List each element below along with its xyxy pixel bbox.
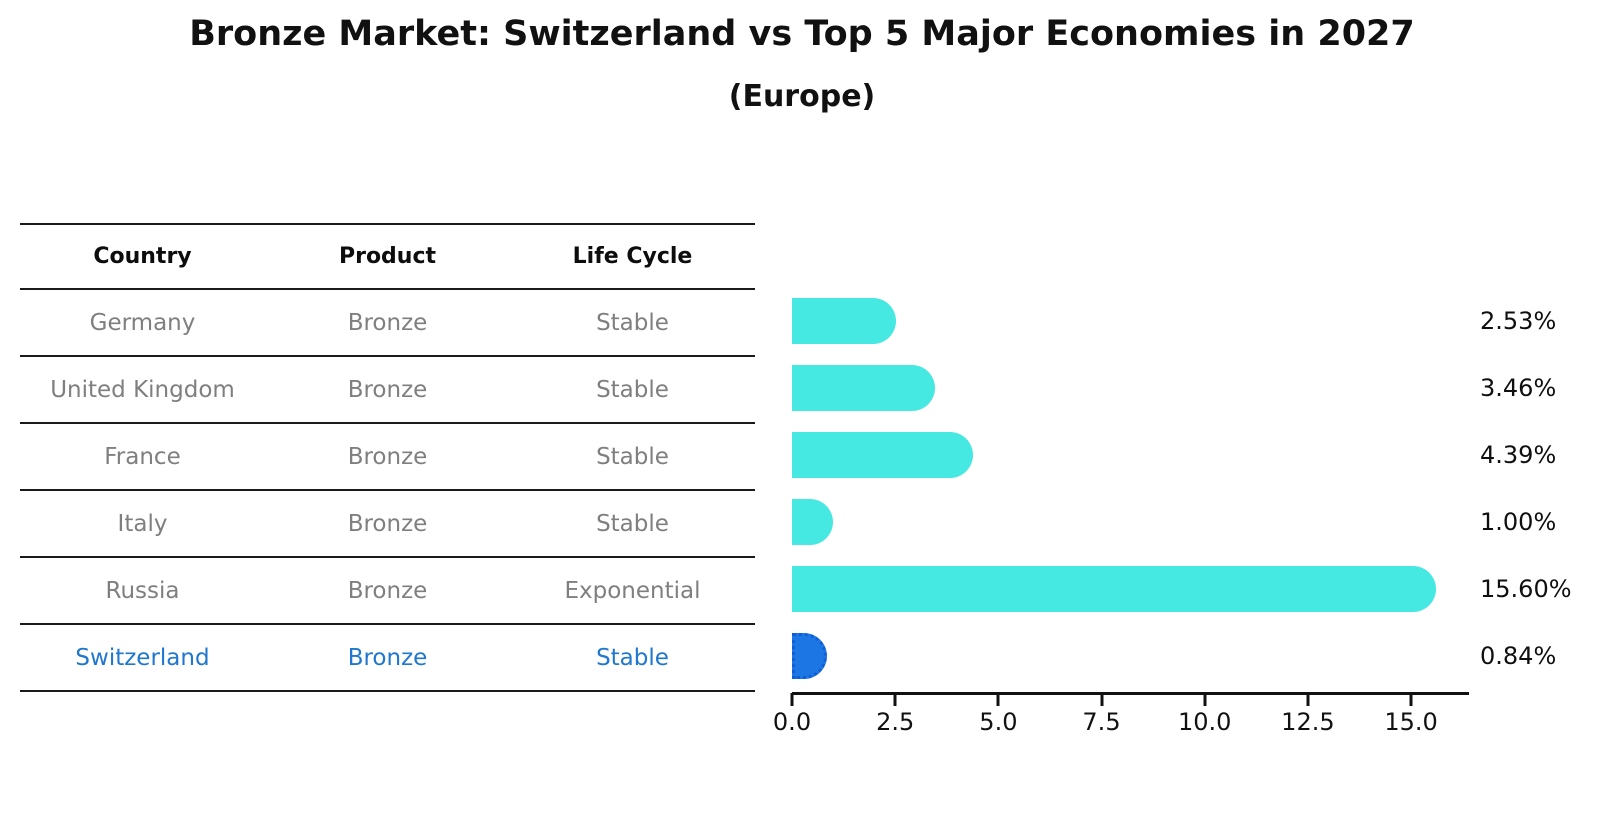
product-cell: Bronze [347, 577, 428, 604]
x-tick-1 [893, 693, 897, 706]
country-cell: France [104, 443, 181, 470]
chart-subtitle: (Europe) [728, 79, 876, 114]
life-cycle-cell: Exponential [564, 577, 701, 604]
bar-france [792, 431, 974, 478]
column-header-product: Product [338, 244, 437, 269]
x-tick-label-0: 0.0 [772, 708, 812, 736]
x-tick-label-1: 2.5 [876, 708, 915, 736]
bar-germany [792, 297, 897, 344]
country-table: Country Product Life Cycle Germany Bronz… [20, 223, 755, 692]
bar-italy [792, 498, 834, 545]
value-label-switzerland: 0.84% [1480, 641, 1557, 670]
value-label-france: 4.39% [1480, 440, 1557, 469]
country-cell: Germany [89, 309, 196, 336]
country-cell: United Kingdom [50, 376, 235, 403]
column-header-life-cycle: Life Cycle [572, 244, 693, 269]
x-tick-0 [790, 693, 794, 706]
table-row-russia: Russia Bronze Exponential [20, 558, 755, 625]
table-header-row: Country Product Life Cycle [20, 225, 755, 290]
product-cell: Bronze [347, 644, 428, 671]
country-cell: Italy [117, 510, 168, 537]
life-cycle-cell: Stable [596, 443, 669, 470]
product-cell: Bronze [347, 309, 428, 336]
bar-russia [792, 565, 1436, 612]
x-tick-2 [996, 693, 1000, 706]
life-cycle-cell: Stable [596, 376, 669, 403]
life-cycle-cell: Stable [596, 309, 669, 336]
column-header-country: Country [93, 244, 192, 269]
bar-united-kingdom [792, 364, 935, 411]
table-row-united-kingdom: United Kingdom Bronze Stable [20, 357, 755, 424]
value-label-russia: 15.60% [1480, 574, 1572, 603]
value-label-germany: 2.53% [1480, 306, 1557, 335]
x-tick-4 [1203, 693, 1207, 706]
x-tick-label-6: 15.0 [1384, 708, 1438, 736]
table-row-italy: Italy Bronze Stable [20, 491, 755, 558]
x-tick-label-4: 10.0 [1177, 708, 1232, 736]
x-tick-3 [1100, 693, 1103, 706]
x-tick-5 [1306, 693, 1310, 706]
chart-title: Bronze Market: Switzerland vs Top 5 Majo… [189, 14, 1415, 54]
product-cell: Bronze [347, 376, 428, 403]
country-cell: Switzerland [75, 644, 210, 671]
product-cell: Bronze [347, 443, 428, 470]
life-cycle-cell: Stable [596, 510, 669, 537]
table-row-france: France Bronze Stable [20, 424, 755, 491]
x-tick-label-3: 7.5 [1082, 708, 1121, 736]
x-tick-6 [1409, 693, 1413, 706]
country-cell: Russia [105, 577, 180, 604]
table-row-switzerland: Switzerland Bronze Stable [20, 625, 755, 692]
x-axis-line [792, 692, 1469, 695]
product-cell: Bronze [347, 510, 428, 537]
value-label-united-kingdom: 3.46% [1480, 373, 1557, 402]
table-row-germany: Germany Bronze Stable [20, 290, 755, 357]
x-tick-label-5: 12.5 [1281, 708, 1335, 736]
x-tick-label-2: 5.0 [979, 708, 1018, 736]
bar-switzerland-highlight [792, 632, 827, 679]
life-cycle-cell: Stable [596, 644, 669, 671]
value-label-italy: 1.00% [1480, 507, 1557, 536]
